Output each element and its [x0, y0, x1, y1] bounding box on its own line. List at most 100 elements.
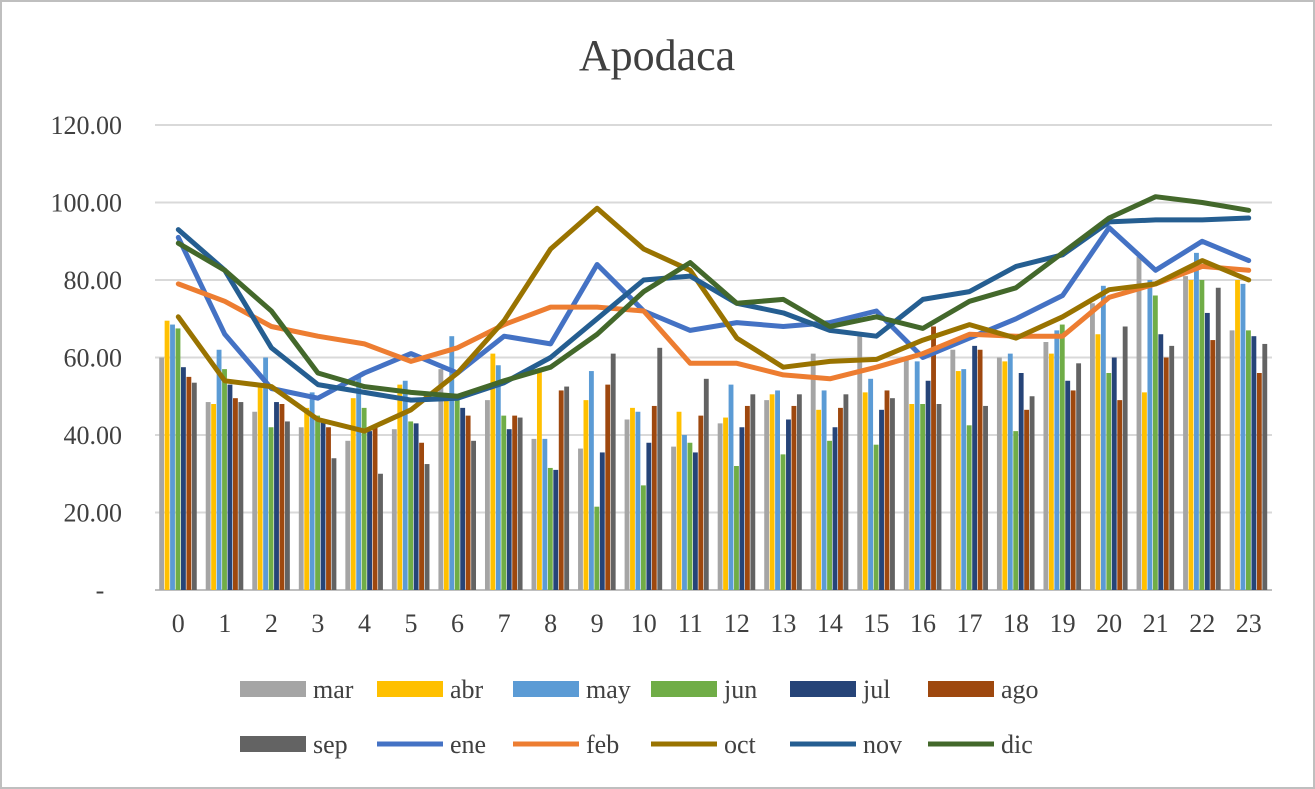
y-tick-label: 20.00 [64, 499, 123, 528]
bar-jun-10 [640, 485, 646, 590]
bar-may-20 [1100, 285, 1106, 590]
x-tick-label: 21 [1143, 609, 1169, 638]
bar-ago-21 [1163, 357, 1169, 590]
bar-mar-11 [671, 446, 676, 590]
bar-sep-19 [1076, 363, 1082, 590]
bar-may-14 [821, 390, 827, 590]
bar-mar-7 [484, 400, 490, 590]
legend-label-feb: feb [586, 730, 619, 759]
bar-jun-1 [222, 369, 227, 590]
bar-sep-7 [517, 417, 523, 590]
bar-may-9 [588, 371, 594, 590]
x-tick-label: 4 [358, 609, 371, 638]
bar-jun-20 [1106, 373, 1112, 590]
y-tick-label: 40.00 [64, 421, 123, 450]
bar-abr-1 [211, 404, 217, 590]
bar-sep-15 [890, 398, 895, 590]
bar-jul-8 [553, 469, 559, 590]
bar-series-group [159, 252, 1268, 590]
bar-jul-21 [1158, 334, 1164, 590]
bar-mar-22 [1183, 276, 1188, 590]
bar-jun-2 [268, 427, 274, 590]
bar-jun-0 [175, 328, 181, 590]
bar-ago-1 [232, 398, 238, 590]
bar-jun-13 [780, 454, 786, 590]
legend-swatch-abr [377, 681, 443, 697]
bar-ago-0 [186, 376, 192, 590]
legend-label-ago: ago [1001, 675, 1039, 704]
bar-ago-10 [651, 405, 657, 590]
bar-jul-6 [460, 407, 466, 590]
bar-abr-9 [583, 400, 589, 590]
bar-ago-23 [1256, 373, 1262, 590]
bar-jun-11 [687, 442, 693, 590]
x-tick-label: 12 [724, 609, 750, 638]
x-tick-label: 17 [956, 609, 982, 638]
legend-label-may: may [586, 675, 631, 704]
x-tick-label: 15 [863, 609, 889, 638]
legend-label-jun: jun [723, 675, 757, 704]
bar-ago-15 [884, 390, 890, 590]
x-tick-label: 22 [1189, 609, 1215, 638]
bar-jun-19 [1059, 324, 1065, 590]
y-tick-label: 120.00 [51, 111, 123, 140]
bar-abr-0 [164, 320, 170, 590]
bar-may-0 [170, 324, 175, 590]
bar-jul-17 [972, 345, 978, 590]
bar-may-15 [868, 378, 874, 590]
bar-jul-22 [1204, 312, 1210, 590]
bar-sep-11 [703, 378, 709, 590]
legend-swatch-mar [240, 681, 306, 697]
bar-mar-10 [624, 419, 630, 590]
bar-abr-11 [676, 411, 682, 590]
bar-jul-20 [1111, 357, 1117, 590]
x-tick-label: 6 [451, 609, 464, 638]
bar-jun-15 [873, 444, 879, 590]
bar-mar-1 [205, 402, 211, 590]
bar-ago-19 [1070, 390, 1076, 590]
x-tick-label: 16 [910, 609, 936, 638]
bar-sep-3 [331, 458, 337, 590]
bar-jun-3 [315, 415, 321, 590]
bar-jun-5 [408, 421, 414, 590]
x-tick-label: 7 [498, 609, 511, 638]
x-tick-label: 13 [770, 609, 796, 638]
legend-label-nov: nov [863, 730, 902, 759]
bar-abr-3 [304, 407, 310, 590]
bar-abr-16 [909, 404, 915, 590]
bar-sep-5 [424, 464, 430, 590]
bar-jul-16 [925, 380, 931, 590]
bar-abr-4 [350, 398, 356, 590]
x-tick-label: 19 [1050, 609, 1076, 638]
bar-mar-12 [717, 423, 723, 590]
y-axis-ticks: - 20.00 40.00 60.00 80.00 100.00 120.00 [51, 111, 123, 605]
bar-mar-4 [345, 440, 351, 590]
bar-abr-20 [1095, 334, 1101, 590]
bar-may-16 [914, 361, 920, 590]
bar-jul-10 [646, 442, 652, 590]
bar-jun-18 [1013, 431, 1019, 590]
line-feb [175, 263, 1252, 382]
bar-jun-8 [547, 467, 553, 590]
bar-jul-7 [506, 429, 512, 590]
bar-abr-2 [257, 384, 263, 590]
x-tick-label: 23 [1236, 609, 1262, 638]
bar-mar-18 [996, 357, 1002, 590]
bar-abr-21 [1142, 392, 1147, 590]
bar-jun-12 [734, 466, 739, 590]
bar-may-8 [542, 438, 548, 590]
x-tick-label: 9 [591, 609, 604, 638]
y-tick-label: 80.00 [64, 266, 123, 295]
bar-abr-12 [723, 417, 728, 590]
bar-may-12 [728, 384, 734, 590]
bar-may-3 [309, 392, 315, 590]
bar-abr-7 [490, 353, 496, 590]
bar-mar-21 [1136, 256, 1142, 590]
bar-ago-11 [698, 415, 704, 590]
bar-jul-9 [599, 452, 605, 590]
bar-sep-23 [1262, 343, 1268, 590]
legend-swatch-jun [651, 681, 717, 697]
bar-sep-21 [1169, 345, 1175, 590]
bar-mar-16 [903, 357, 909, 590]
bar-jul-5 [413, 423, 419, 590]
